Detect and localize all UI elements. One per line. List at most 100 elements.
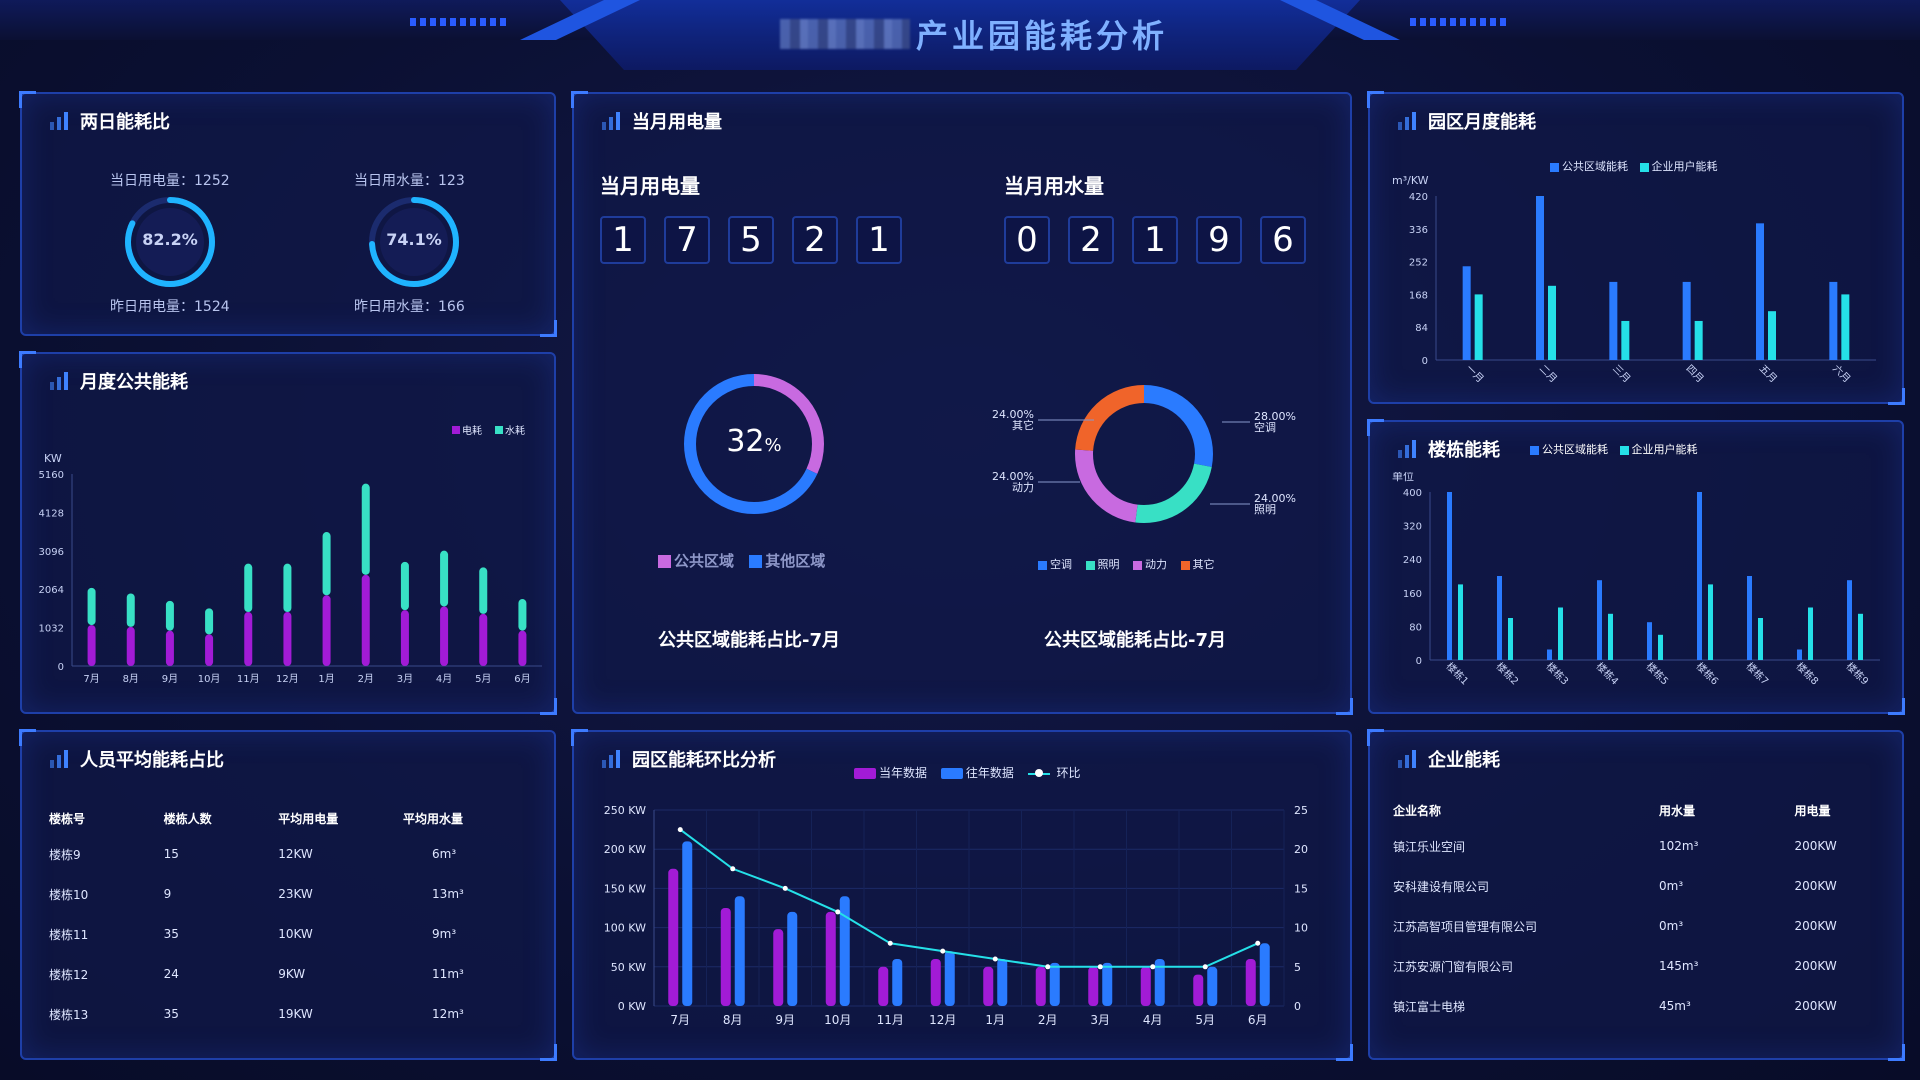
y-tick-label: 160 bbox=[1403, 589, 1422, 600]
x-tick-label: 楼栋6 bbox=[1694, 660, 1722, 688]
bar bbox=[1474, 294, 1483, 360]
two-day-panel: 两日能耗比 当日用电量：1252 昨日用电量：1524 当日用水量：123 昨日… bbox=[19, 91, 557, 337]
bar bbox=[126, 593, 135, 627]
table-row: 镇江富士电梯 45m³ 200KW bbox=[1392, 986, 1872, 1026]
bar bbox=[1647, 622, 1652, 660]
bar bbox=[283, 612, 292, 666]
x-tick-label: 10月 bbox=[198, 673, 221, 685]
x-tick-label: 楼栋2 bbox=[1494, 660, 1522, 688]
digit-box: 9 bbox=[1196, 216, 1242, 264]
enterprise-table-viewport[interactable]: 企业名称 用水量 用电量 镇江乐业空间 102m³ 200KW 安科建设有限公司 0m³… bbox=[1392, 794, 1882, 1044]
x-tick-label: 7月 bbox=[83, 673, 99, 685]
x-tick-label: 9月 bbox=[162, 673, 178, 685]
monthly-public-chart: 5160 4128 3096 2064 1032 0 KW 7月 8月 9月 10月 11月 12月 1月… bbox=[39, 424, 542, 685]
bar bbox=[244, 612, 253, 666]
x-tick-label: 楼栋4 bbox=[1594, 660, 1622, 688]
ratio-point bbox=[992, 956, 998, 962]
bar bbox=[126, 626, 135, 666]
y2-tick-label: 25 bbox=[1294, 804, 1308, 817]
table-cell: 9m³ bbox=[432, 927, 457, 941]
x-tick-label: 楼栋3 bbox=[1544, 660, 1572, 688]
bar bbox=[1049, 962, 1060, 1006]
table-cell: 12m³ bbox=[432, 1007, 464, 1021]
bar bbox=[839, 896, 850, 1006]
y-tick-label: 0 bbox=[1422, 356, 1428, 367]
bar bbox=[361, 574, 370, 666]
table-row: 安科建设有限公司 0m³ 200KW bbox=[1392, 866, 1872, 906]
column-header: 平均用水量 bbox=[403, 811, 464, 826]
water-yesterday-label: 昨日用水量：166 bbox=[354, 299, 465, 315]
table-row: 镇江乐业空间 102m³ 200KW bbox=[1392, 826, 1872, 866]
legend-swatch bbox=[495, 426, 503, 434]
bar bbox=[944, 951, 955, 1006]
bar bbox=[1259, 943, 1270, 1006]
table-cell: 200KW bbox=[1794, 839, 1837, 853]
bar bbox=[440, 550, 449, 607]
park-monthly-legend: 公共区域能耗 企业用户能耗 bbox=[1550, 158, 1718, 174]
y-tick-label: 400 bbox=[1403, 488, 1422, 499]
monthly-public-panel: 月度公共能耗 5160 4128 3096 2064 1032 0 KW 7月 8月 9月 10月 1… bbox=[19, 351, 557, 715]
x-tick-label: 六月 bbox=[1830, 363, 1853, 386]
donut2-caption: 公共区域能耗占比-7月 bbox=[1044, 630, 1226, 651]
table-cell: 200KW bbox=[1794, 999, 1837, 1013]
bar bbox=[283, 563, 292, 613]
ratio-point bbox=[887, 940, 893, 946]
bar bbox=[165, 600, 174, 631]
bar bbox=[997, 958, 1008, 1006]
ratio-point bbox=[940, 948, 946, 954]
panel-title: 人员平均能耗占比 bbox=[80, 750, 224, 771]
panel-title: 园区能耗环比分析 bbox=[632, 750, 776, 771]
bar bbox=[1756, 223, 1764, 360]
header: 产业园能耗分析 bbox=[0, 0, 1920, 70]
table-cell: 楼栋9 bbox=[49, 847, 81, 862]
public-area-donut bbox=[684, 374, 824, 514]
y-tick-label: 0 KW bbox=[618, 1000, 646, 1013]
bar bbox=[1140, 966, 1151, 1006]
slice-label: 其它 bbox=[1012, 418, 1034, 432]
bar bbox=[518, 599, 527, 631]
digit-box: 5 bbox=[728, 216, 774, 264]
y-tick-label: 84 bbox=[1415, 323, 1428, 334]
digit-box: 1 bbox=[856, 216, 902, 264]
water-subtitle: 当月用水量 bbox=[1004, 174, 1104, 198]
bar bbox=[1207, 966, 1218, 1006]
bar bbox=[1797, 649, 1802, 660]
ratio-point bbox=[677, 827, 683, 833]
elec-subtitle: 当月用电量 bbox=[600, 174, 700, 198]
table-cell: 45m³ bbox=[1659, 999, 1691, 1013]
digit-box: 7 bbox=[664, 216, 710, 264]
panel-title: 当月用电量 bbox=[632, 112, 722, 133]
x-tick-label: 6月 bbox=[514, 673, 530, 685]
bar bbox=[518, 630, 527, 666]
table-cell: 12KW bbox=[278, 847, 313, 861]
bar bbox=[87, 587, 96, 626]
bar bbox=[1697, 492, 1702, 660]
x-tick-label: 楼栋9 bbox=[1844, 660, 1872, 688]
table-cell: 江苏高智项目管理有限公司 bbox=[1393, 919, 1538, 934]
table-cell: 镇江富士电梯 bbox=[1393, 999, 1466, 1014]
bar bbox=[682, 841, 693, 1006]
elec-ratio-ring bbox=[125, 197, 215, 287]
y-tick-label: 5160 bbox=[39, 470, 64, 481]
table-cell: 镇江乐业空间 bbox=[1393, 839, 1466, 854]
x-tick-label: 12月 bbox=[276, 673, 299, 685]
table-row: 楼栋9 15 12KW 6m³ bbox=[48, 834, 508, 874]
bar bbox=[1547, 649, 1552, 660]
bar-chart-icon bbox=[50, 750, 68, 768]
table-cell: 11m³ bbox=[432, 967, 464, 981]
y-tick-label: 200 KW bbox=[604, 843, 646, 856]
page-title: 产业园能耗分析 bbox=[916, 17, 1169, 55]
x-tick-label: 7月 bbox=[670, 1013, 690, 1027]
slice-pct: 28.00% bbox=[1254, 410, 1296, 423]
per-person-table: 楼栋号 楼栋人数 平均用电量 平均用水量 楼栋9 15 12KW 6m³ 楼栋10 9 23… bbox=[48, 802, 508, 1034]
table-cell: 10KW bbox=[278, 927, 313, 941]
bar bbox=[400, 561, 409, 611]
per-person-table-viewport[interactable]: 楼栋号 楼栋人数 平均用电量 平均用水量 楼栋9 15 12KW 6m³ 楼栋10 9 23… bbox=[48, 802, 528, 1042]
donut-center-value: 32% bbox=[726, 424, 782, 459]
column-header: 用电量 bbox=[1794, 803, 1831, 818]
y-tick-label: 0 bbox=[58, 662, 64, 673]
bar bbox=[165, 630, 174, 666]
x-tick-label: 3月 bbox=[1090, 1013, 1110, 1027]
x-tick-label: 2月 bbox=[1038, 1013, 1058, 1027]
column-header: 楼栋人数 bbox=[163, 811, 212, 826]
